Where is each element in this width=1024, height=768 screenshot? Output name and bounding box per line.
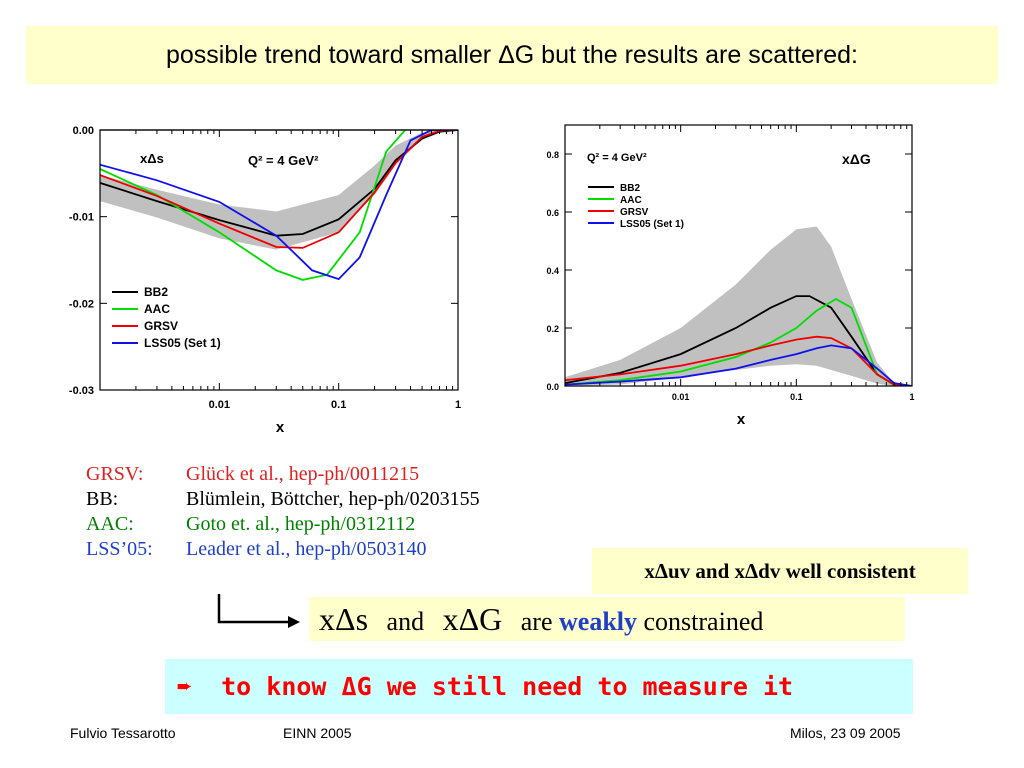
footer-author: Fulvio Tessarotto — [70, 725, 176, 741]
y-tick-label: -0.01 — [69, 212, 94, 224]
right-arrow-icon: ➨ — [177, 672, 193, 701]
x-tick-label: 0.01 — [672, 392, 690, 402]
plot-frame — [99, 129, 459, 391]
footer-place-date: Milos, 23 09 2005 — [790, 725, 901, 741]
x-tick-label: 1 — [909, 392, 914, 402]
ref-key: AAC: — [86, 513, 134, 535]
ref-value: Goto et. al., hep-ph/0312112 — [186, 513, 416, 535]
ref-value: Leader et al., hep-ph/0503140 — [186, 538, 427, 560]
plot-frame — [564, 124, 913, 387]
y-tick-label: 0.2 — [546, 324, 559, 334]
annotation-left: Q² = 4 GeV² — [587, 152, 647, 164]
are-word: are — [520, 607, 553, 636]
x-delta-s-symbol: xΔs — [319, 601, 369, 637]
annotation-left: xΔs — [140, 151, 164, 166]
y-tick-label: -0.03 — [69, 385, 94, 397]
x-tick-label: 0.1 — [790, 392, 803, 402]
ref-value: Glück et al., hep-ph/0011215 — [186, 463, 420, 485]
measurement-text: to know ΔG we still need to measure it — [221, 672, 794, 701]
y-tick-label: 0.0 — [546, 382, 559, 392]
y-tick-label: 0.4 — [546, 266, 559, 276]
legend-label: BB2 — [144, 285, 168, 299]
x-axis-title: x — [276, 419, 285, 436]
ref-key: BB: — [86, 488, 119, 510]
y-tick-label: 0.6 — [546, 208, 559, 218]
series-line — [100, 130, 458, 249]
legend-label: LSS05 (Set 1) — [620, 219, 684, 230]
title-banner: possible trend toward smaller ΔG but the… — [26, 26, 998, 84]
legend-label: AAC — [620, 195, 642, 206]
legend-label: BB2 — [620, 183, 640, 194]
x-tick-label: 1 — [455, 399, 461, 411]
annotation-right: xΔG — [842, 151, 871, 167]
constrained-word: constrained — [643, 607, 764, 636]
constraint-note: xΔs and xΔG are weakly constrained — [309, 597, 905, 641]
series-line — [565, 344, 912, 386]
x-tick-label: 0.01 — [209, 399, 230, 411]
y-tick-label: 0.8 — [546, 150, 559, 160]
ref-key: GRSV: — [86, 463, 144, 485]
y-tick-label: 0.00 — [73, 125, 94, 137]
and-word: and — [386, 607, 425, 636]
ref-key: LSS’05: — [86, 538, 153, 560]
legend-label: AAC — [144, 302, 170, 316]
legend-label: GRSV — [620, 207, 649, 218]
weakly-word: weakly — [559, 607, 638, 636]
annotation-right: Q² = 4 GeV² — [248, 153, 319, 168]
legend-label: GRSV — [144, 319, 178, 333]
series-line — [565, 335, 912, 386]
x-delta-g-symbol: xΔG — [442, 601, 503, 637]
x-tick-label: 0.1 — [331, 399, 346, 411]
series-line — [100, 130, 458, 281]
measurement-callout: ➨ to know ΔG we still need to measure it — [165, 659, 913, 714]
slide-title: possible trend toward smaller ΔG but the… — [165, 41, 859, 69]
y-tick-label: -0.02 — [69, 298, 94, 310]
ref-value: Blümlein, Böttcher, hep-ph/0203155 — [186, 488, 480, 510]
legend-label: LSS05 (Set 1) — [144, 336, 221, 350]
x-axis-title: x — [737, 411, 746, 428]
footer-conference: EINN 2005 — [283, 725, 352, 741]
consistency-note: xΔuv and xΔdv well consistent — [592, 548, 968, 594]
uncertainty-band — [100, 130, 458, 250]
